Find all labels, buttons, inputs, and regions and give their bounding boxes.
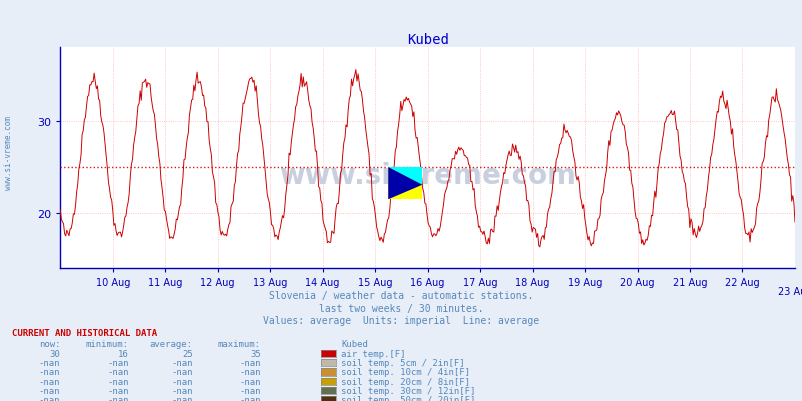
- Text: -nan: -nan: [107, 358, 128, 367]
- Text: soil temp. 50cm / 20in[F]: soil temp. 50cm / 20in[F]: [341, 395, 475, 401]
- Text: -nan: -nan: [107, 386, 128, 395]
- Text: -nan: -nan: [107, 395, 128, 401]
- Text: soil temp. 20cm / 8in[F]: soil temp. 20cm / 8in[F]: [341, 377, 470, 386]
- Text: -nan: -nan: [171, 386, 192, 395]
- Title: Kubed: Kubed: [406, 33, 448, 47]
- Text: Kubed: Kubed: [341, 339, 367, 348]
- Text: -nan: -nan: [107, 368, 128, 377]
- Text: 35: 35: [250, 349, 261, 358]
- Text: 25: 25: [182, 349, 192, 358]
- Text: -nan: -nan: [239, 358, 261, 367]
- Text: -nan: -nan: [171, 368, 192, 377]
- Text: -nan: -nan: [38, 395, 60, 401]
- Polygon shape: [387, 168, 422, 200]
- Text: soil temp. 30cm / 12in[F]: soil temp. 30cm / 12in[F]: [341, 386, 475, 395]
- Text: -nan: -nan: [239, 386, 261, 395]
- Text: minimum:: minimum:: [85, 339, 128, 348]
- Text: average:: average:: [149, 339, 192, 348]
- Text: -nan: -nan: [38, 386, 60, 395]
- Text: www.si-vreme.com: www.si-vreme.com: [3, 115, 13, 189]
- Text: -nan: -nan: [38, 358, 60, 367]
- Text: -nan: -nan: [38, 377, 60, 386]
- Bar: [387, 168, 422, 200]
- Text: now:: now:: [38, 339, 60, 348]
- Text: www.si-vreme.com: www.si-vreme.com: [279, 162, 575, 190]
- Text: last two weeks / 30 minutes.: last two weeks / 30 minutes.: [319, 303, 483, 313]
- Polygon shape: [387, 168, 422, 185]
- Text: -nan: -nan: [239, 395, 261, 401]
- Text: -nan: -nan: [239, 377, 261, 386]
- Text: soil temp. 5cm / 2in[F]: soil temp. 5cm / 2in[F]: [341, 358, 464, 367]
- Text: Slovenia / weather data - automatic stations.: Slovenia / weather data - automatic stat…: [269, 291, 533, 301]
- Text: -nan: -nan: [171, 377, 192, 386]
- Text: maximum:: maximum:: [217, 339, 261, 348]
- Text: 16: 16: [118, 349, 128, 358]
- Text: CURRENT AND HISTORICAL DATA: CURRENT AND HISTORICAL DATA: [12, 328, 157, 337]
- Text: 30: 30: [50, 349, 60, 358]
- Text: air temp.[F]: air temp.[F]: [341, 349, 405, 358]
- Text: -nan: -nan: [171, 395, 192, 401]
- Text: Values: average  Units: imperial  Line: average: Values: average Units: imperial Line: av…: [263, 315, 539, 325]
- Text: -nan: -nan: [171, 358, 192, 367]
- Text: -nan: -nan: [107, 377, 128, 386]
- Text: 23 Aug: 23 Aug: [777, 286, 802, 296]
- Text: soil temp. 10cm / 4in[F]: soil temp. 10cm / 4in[F]: [341, 368, 470, 377]
- Text: -nan: -nan: [239, 368, 261, 377]
- Text: -nan: -nan: [38, 368, 60, 377]
